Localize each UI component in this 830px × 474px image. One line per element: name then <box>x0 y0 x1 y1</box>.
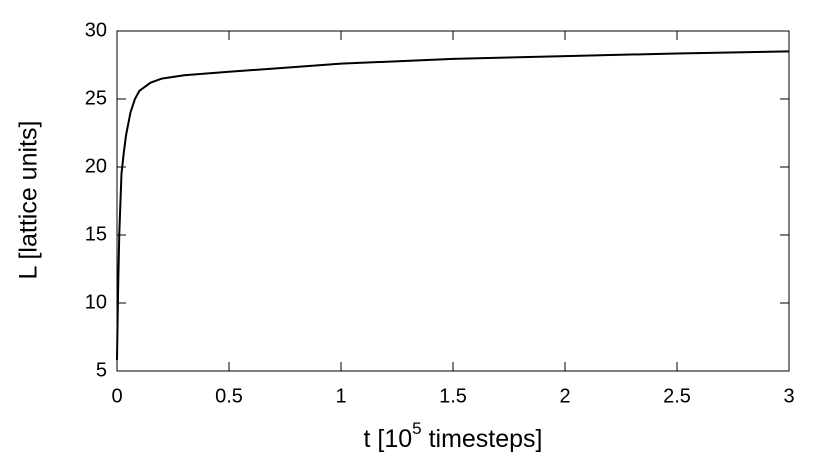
x-tick-label: 0 <box>111 385 122 407</box>
y-tick-label: 30 <box>85 19 107 41</box>
x-axis-label: t [105 timesteps] <box>364 419 543 452</box>
y-tick-label: 25 <box>85 87 107 109</box>
data-line <box>116 50 790 361</box>
x-label-part: t [10 <box>364 425 413 453</box>
x-label-part: timesteps] <box>422 425 543 453</box>
x-tick-label: 3 <box>783 385 794 407</box>
plot-frame <box>116 30 790 372</box>
x-tick-label: 1.5 <box>439 385 467 407</box>
x-label-superscript: 5 <box>412 419 421 438</box>
y-tick-label: 5 <box>96 359 107 381</box>
y-tick-label: 15 <box>85 223 107 245</box>
x-tick-label: 0.5 <box>215 385 243 407</box>
y-tick-label: 10 <box>85 291 107 313</box>
x-tick-label: 2.5 <box>663 385 691 407</box>
y-axis-label: L [lattice units] <box>15 121 43 280</box>
y-tick-label: 20 <box>85 155 107 177</box>
x-tick-label: 2 <box>559 385 570 407</box>
x-tick-label: 1 <box>335 385 346 407</box>
